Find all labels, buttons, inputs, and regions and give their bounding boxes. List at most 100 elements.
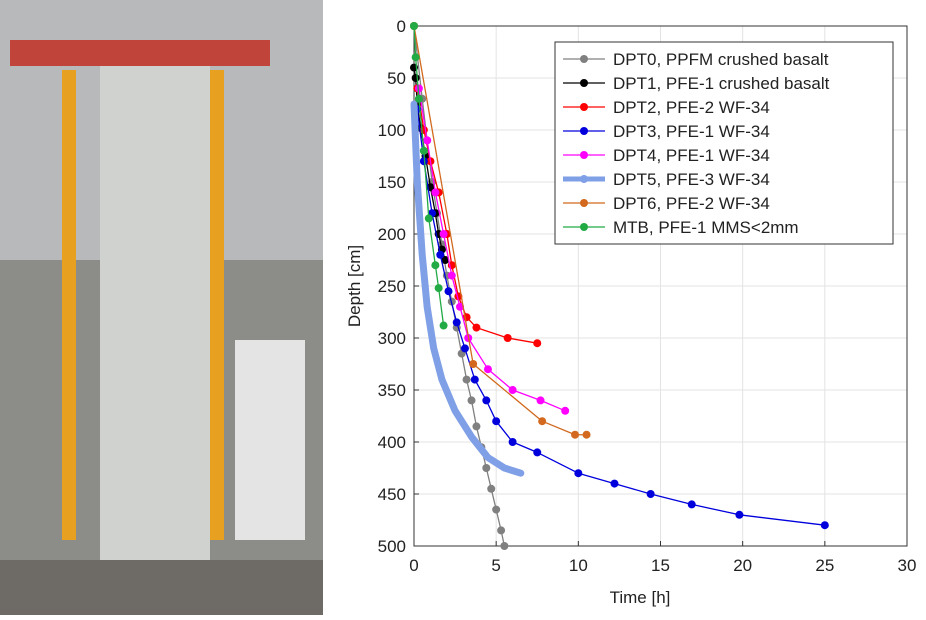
legend-label: DPT2, PFE-2 WF-34 [613,98,770,117]
data-point [414,94,423,103]
data-point [487,484,496,493]
data-point [411,74,420,82]
y-tick-label: 100 [378,121,406,140]
legend-marker [580,175,588,183]
plot-frame [413,25,908,547]
data-point [467,396,476,405]
chart: Time [h] Depth [cm] 05010015020025030035… [345,17,916,607]
x-tick-label: 0 [409,556,418,575]
data-point [469,360,478,368]
legend-label: MTB, PFE-1 MMS<2mm [613,218,799,237]
y-tick-label: 250 [378,277,406,296]
legend-label: DPT6, PFE-2 WF-34 [613,194,770,213]
x-tick-label: 20 [733,556,752,575]
photo [0,0,323,615]
legend-marker [580,79,588,87]
data-point [434,284,443,293]
data-point [431,261,440,270]
x-axis-label: Time [h] [610,588,671,607]
data-point [419,146,428,155]
data-point [582,430,591,439]
data-point [423,136,432,145]
data-point [470,375,479,384]
legend-marker [580,127,588,135]
photo-post [62,70,76,540]
x-tick-label: 30 [898,556,917,575]
legend-marker [580,223,588,231]
y-tick-label: 450 [378,485,406,504]
data-point [444,287,453,296]
data-point [439,321,448,330]
data-point [472,422,481,431]
data-point [483,365,492,374]
data-point [503,334,512,342]
data-point [820,521,829,530]
y-tick-label: 500 [378,537,406,556]
data-point [419,157,428,166]
x-tick-label: 5 [491,556,500,575]
data-point [482,464,491,472]
x-tick-label: 10 [569,556,588,575]
y-tick-label: 150 [378,173,406,192]
legend-label: DPT1, PFE-1 crushed basalt [613,74,830,93]
data-point [414,84,423,93]
data-point [452,318,461,327]
y-tick-label: 0 [397,17,406,36]
data-point [646,490,655,498]
legend-marker [580,103,588,111]
data-point [538,417,547,426]
data-point [687,500,696,509]
data-point [424,214,433,223]
data-point [533,448,542,457]
x-tick-label: 25 [815,556,834,575]
photo-frame [10,40,270,66]
data-point [536,396,545,405]
data-point [492,505,501,514]
data-point [574,469,583,478]
data-point [410,22,418,30]
data-point [439,230,448,238]
data-point [436,250,445,259]
data-point [735,510,744,519]
legend-box [554,41,894,245]
y-tick-label: 300 [378,329,406,348]
photo-floor [0,560,323,615]
data-point [492,417,501,426]
data-point [508,438,517,446]
legend-marker [580,151,588,159]
data-point [533,339,542,348]
data-point [411,53,420,62]
photo-post [210,70,224,540]
data-point [508,386,517,394]
y-tick-label: 50 [387,69,406,88]
legend-marker [580,55,588,63]
photo-column [100,60,210,560]
y-tick-label: 400 [378,433,406,452]
series-line [416,108,826,526]
data-point [447,271,456,280]
series-line [410,100,525,477]
legend-label: DPT5, PFE-3 WF-34 [613,170,770,189]
y-axis-label: Depth [cm] [345,245,364,327]
legend-label: DPT4, PFE-1 WF-34 [613,146,770,165]
legend-label: DPT0, PPFM crushed basalt [613,50,829,69]
data-point [462,375,471,384]
legend-label: DPT3, PFE-1 WF-34 [613,122,770,141]
data-point [497,526,506,535]
photo-radiator [235,340,305,540]
data-point [610,479,619,488]
data-point [472,323,481,332]
data-point [460,344,469,353]
y-tick-label: 350 [378,381,406,400]
data-point [456,302,465,311]
data-point [482,396,491,405]
data-point [441,256,450,264]
data-point [571,430,580,439]
x-tick-label: 15 [651,556,670,575]
data-point [431,188,440,197]
data-point [561,406,570,415]
data-point [500,542,509,550]
legend-marker [580,199,588,207]
y-tick-label: 200 [378,225,406,244]
